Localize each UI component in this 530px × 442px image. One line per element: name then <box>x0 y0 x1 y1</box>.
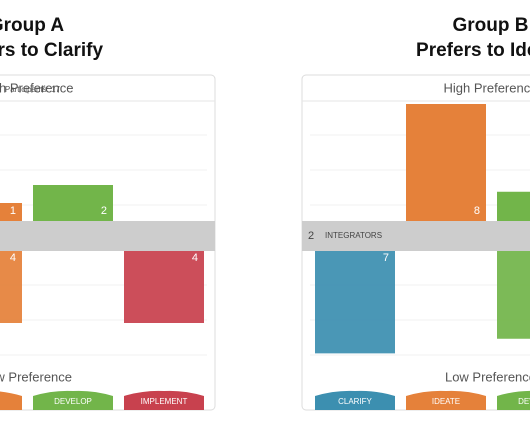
category-label: DEVELOP <box>54 397 92 406</box>
panel-title: Group B <box>453 15 529 36</box>
category-label: IDEATE <box>432 397 460 406</box>
band <box>0 221 215 251</box>
high-label: 1 <box>10 205 16 217</box>
low-label: 4 <box>192 252 198 264</box>
low-bar <box>0 251 22 323</box>
category-pill <box>0 391 22 410</box>
low-bar <box>497 251 530 339</box>
high-label: 2 <box>101 205 107 217</box>
panel-subtitle: Prefers to Ideate <box>416 40 530 61</box>
low-label: 7 <box>383 252 389 264</box>
category-label: DEVELOP <box>518 397 530 406</box>
footer: Low Preference <box>445 369 530 384</box>
panel-subtitle: Prefers to Clarify <box>0 40 103 61</box>
participants: Participants: 17 <box>5 85 61 94</box>
high-label: 8 <box>474 205 480 217</box>
panel-title: Group A <box>0 15 64 36</box>
band-label: INTEGRATORS <box>325 231 382 240</box>
low-bar <box>315 251 395 354</box>
header: High Preference <box>0 80 73 95</box>
footer: Low Preference <box>0 369 72 384</box>
category-label: IMPLEMENT <box>141 397 188 406</box>
band <box>302 221 530 251</box>
category-pill <box>33 390 113 410</box>
category-pill <box>315 390 395 410</box>
category-label: CLARIFY <box>338 397 372 406</box>
category-pill <box>124 390 204 410</box>
category-pill <box>406 390 486 410</box>
band-count: 2 <box>308 230 314 242</box>
low-label: 4 <box>10 252 16 264</box>
high-bar <box>406 104 486 221</box>
high-bar <box>497 191 530 221</box>
header: High Preference <box>444 80 530 95</box>
category-pill <box>497 390 530 410</box>
high-bar <box>33 185 113 221</box>
low-bar <box>124 251 204 323</box>
high-bar <box>0 203 22 221</box>
